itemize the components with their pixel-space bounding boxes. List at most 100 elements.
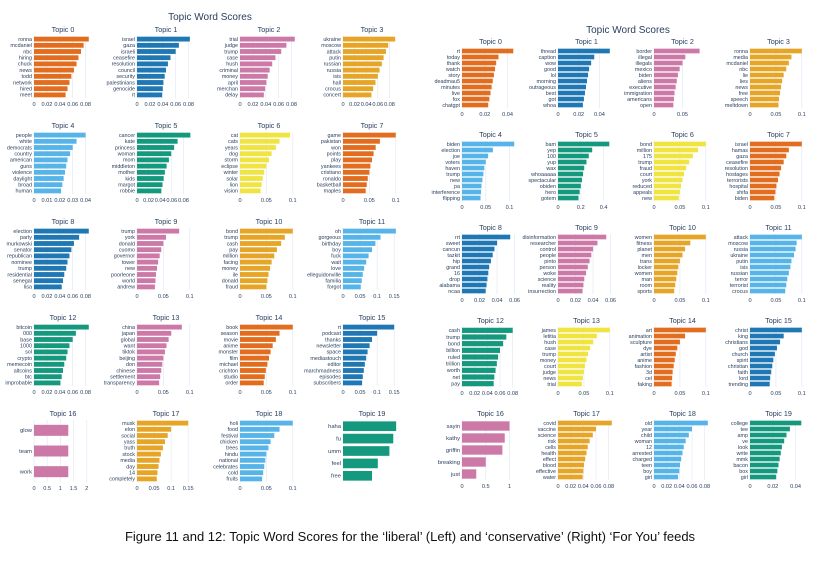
bar — [654, 345, 678, 351]
bar — [654, 327, 706, 333]
y-tick-label: day — [126, 464, 135, 470]
x-tick-label: 0.08 — [699, 484, 710, 490]
y-tick-label: haven — [445, 166, 460, 172]
subplot-topic-2: Topic 2 0 0.05 borderillegalillegalsmexicob… — [624, 37, 700, 118]
y-tick-label: ukraine — [323, 37, 341, 43]
y-tick-label: anime — [637, 358, 652, 364]
subplot-title: Topic 16 — [477, 409, 504, 418]
y-tick-label: robbie — [120, 189, 135, 195]
y-tick-label: settlement — [110, 375, 135, 381]
y-tick-label: hush — [544, 340, 556, 346]
bar — [240, 61, 273, 67]
x-tick-label: 0.06 — [605, 298, 616, 304]
x-tick-label: 0.04 — [594, 112, 605, 118]
y-tick-label: council — [118, 68, 135, 74]
y-tick-label: moscow — [321, 43, 341, 49]
bar — [462, 240, 498, 246]
bar — [343, 421, 397, 432]
y-tick-label: trial — [229, 37, 238, 43]
y-tick-label: cold — [228, 471, 238, 477]
y-tick-label: flipping — [443, 196, 460, 202]
y-tick-label: look — [738, 445, 748, 451]
y-tick-label: space — [327, 350, 341, 356]
bar — [558, 381, 582, 387]
bar — [240, 361, 268, 367]
subplot-topic-17: Topic 17 0 0.02 0.04 0.06 0.08 covidvaccinesci… — [536, 409, 614, 490]
bar — [240, 433, 275, 438]
y-tick-label: gaza — [736, 154, 748, 160]
y-tick-label: drop — [449, 277, 460, 283]
y-tick-label: effect — [543, 457, 557, 463]
bar — [34, 42, 84, 48]
x-tick-label: 0.1 — [167, 486, 175, 492]
y-tick-label: news — [543, 376, 556, 382]
subplot-title: Topic 2 — [671, 37, 694, 46]
y-tick-label: wax — [545, 166, 556, 172]
bar — [137, 343, 167, 349]
y-tick-label: ronaldo — [323, 176, 341, 182]
bar — [137, 361, 163, 367]
y-tick-label: gotem — [541, 196, 556, 202]
bar — [137, 92, 163, 98]
bar — [558, 333, 597, 339]
y-tick-label: news — [735, 85, 748, 91]
bar — [558, 375, 583, 381]
x-tick-label: 0.08 — [384, 102, 395, 108]
y-tick-label: voters — [445, 160, 460, 166]
bar — [654, 165, 687, 171]
x-tick-label: 0.01 — [41, 198, 52, 204]
subplot-topic-17: Topic 17 0 0.05 0.1 0.15 muskelonsocialyasstr… — [109, 409, 193, 492]
bar — [558, 258, 590, 264]
y-tick-label: reduced — [633, 184, 652, 190]
y-tick-label: science — [538, 433, 556, 439]
y-tick-label: ukraine — [730, 253, 748, 259]
x-tick-label: 0 — [556, 484, 559, 490]
y-tick-label: lie — [743, 73, 748, 79]
subplot-topic-2: Topic 20 0.02 0.04 0.06 0.08trialjudgetrumpc… — [217, 25, 297, 108]
bar — [137, 86, 163, 92]
bar — [137, 145, 175, 150]
bar — [750, 369, 772, 375]
subplot-topic-11: Topic 11 0 0.05 0.1 attackmoscowrussiaukrain… — [728, 223, 805, 304]
x-tick-label: 0 — [460, 484, 463, 490]
bar — [137, 457, 160, 463]
y-tick-label: breaking — [438, 460, 460, 466]
y-tick-label: attack — [734, 235, 749, 241]
y-tick-label: trump — [446, 335, 460, 341]
y-tick-label: trending — [729, 382, 748, 388]
x-tick-label: 0.02 — [143, 198, 154, 204]
bar — [462, 177, 483, 183]
y-tick-label: women — [634, 271, 652, 277]
y-tick-label: food — [228, 427, 239, 433]
y-tick-label: anime — [223, 344, 238, 350]
y-tick-label: glow — [20, 428, 33, 434]
bar — [654, 339, 680, 345]
bar — [240, 445, 269, 451]
y-tick-label: church — [732, 352, 748, 358]
y-tick-label: live — [452, 91, 460, 97]
bar — [137, 272, 156, 277]
bar — [240, 324, 293, 330]
bar — [343, 36, 396, 42]
y-tick-label: 14 — [129, 471, 135, 477]
bar — [750, 252, 795, 258]
y-tick-label: lol — [551, 73, 556, 79]
y-tick-label: story — [448, 73, 460, 79]
y-tick-label: national — [219, 458, 238, 464]
x-tick-label: 0 — [556, 205, 559, 211]
subplot-topic-6: Topic 6 0 0.05 0.1 bondmillion175trumpfraudc… — [633, 130, 710, 211]
y-tick-label: democrats — [7, 145, 32, 151]
y-tick-label: btc — [25, 375, 32, 381]
y-tick-label: pay — [229, 248, 238, 254]
y-tick-label: crypto — [17, 356, 32, 362]
subplot-title: Topic 12 — [477, 316, 504, 325]
bar — [750, 183, 777, 189]
subplot-topic-19: Topic 19 0 0.02 0.04 collegeteeampvelookwrit… — [731, 409, 802, 490]
y-tick-label: cash — [449, 328, 460, 334]
y-tick-label: chinese — [116, 368, 135, 374]
bar — [343, 61, 382, 67]
y-tick-label: year — [642, 427, 653, 433]
x-tick-label: 0.06 — [273, 102, 284, 108]
y-tick-label: beijing — [119, 356, 135, 362]
bar — [654, 177, 683, 183]
